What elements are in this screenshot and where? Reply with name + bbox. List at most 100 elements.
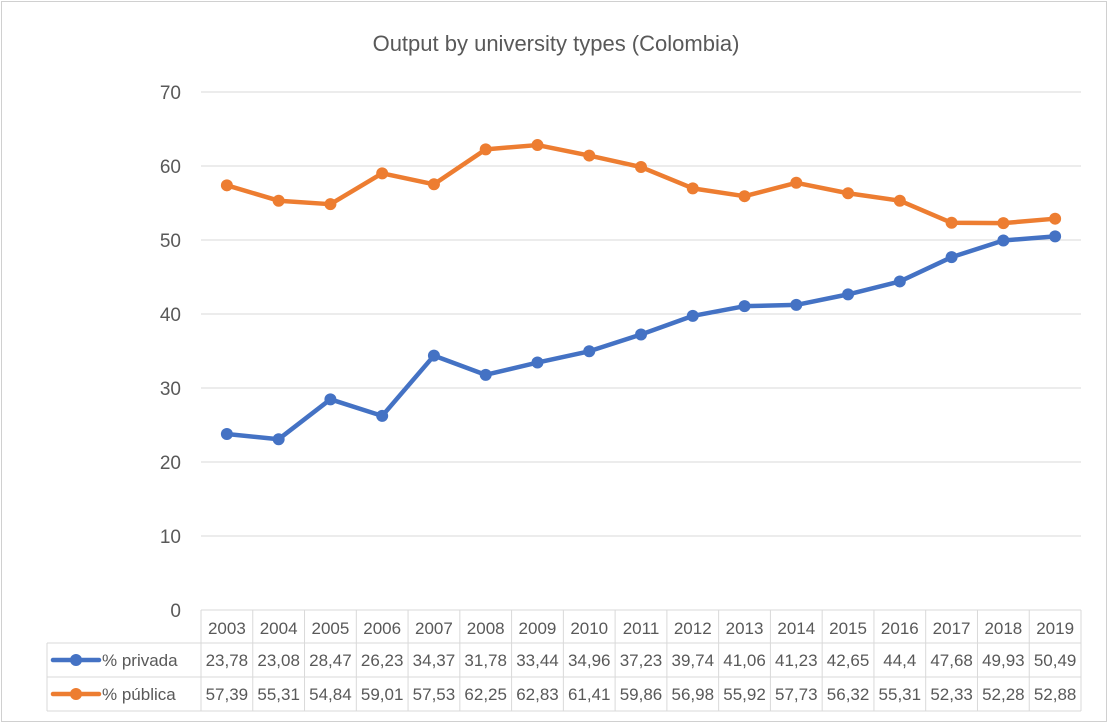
x-tick-label: 2016 xyxy=(881,619,919,638)
x-tick-label: 2010 xyxy=(570,619,608,638)
x-tick-label: 2012 xyxy=(674,619,712,638)
legend-label: % pública xyxy=(102,685,176,704)
data-point xyxy=(220,428,233,441)
table-value: 52,88 xyxy=(1034,685,1077,704)
table-value: 56,98 xyxy=(671,685,714,704)
y-tick-label: 40 xyxy=(160,305,181,326)
y-tick-label: 50 xyxy=(160,231,181,252)
table-value: 52,28 xyxy=(982,685,1025,704)
data-point xyxy=(376,409,389,422)
data-point xyxy=(635,161,647,174)
y-tick-label: 0 xyxy=(170,601,181,622)
x-tick-label: 2008 xyxy=(467,619,505,638)
data-point xyxy=(531,356,544,369)
data-point xyxy=(427,349,440,362)
data-point xyxy=(997,217,1010,230)
x-tick-label: 2014 xyxy=(777,619,815,638)
table-value: 31,78 xyxy=(464,651,507,670)
x-tick-label: 2003 xyxy=(208,619,246,638)
table-value: 26,23 xyxy=(361,651,404,670)
table-value: 47,68 xyxy=(930,651,973,670)
table-value: 55,92 xyxy=(723,685,766,704)
data-point xyxy=(1049,230,1062,243)
x-tick-label: 2015 xyxy=(829,619,867,638)
data-point xyxy=(790,298,803,311)
table-value: 23,78 xyxy=(206,651,249,670)
table-value: 54,84 xyxy=(309,685,352,704)
table-value: 39,74 xyxy=(671,651,714,670)
chart-title: Output by university types (Colombia) xyxy=(373,31,740,56)
data-point xyxy=(842,187,855,200)
table-value: 37,23 xyxy=(620,651,663,670)
data-point xyxy=(893,194,906,207)
y-tick-label: 20 xyxy=(160,453,181,474)
x-tick-label: 2011 xyxy=(623,619,660,638)
data-point xyxy=(738,300,751,313)
x-tick-label: 2019 xyxy=(1036,619,1074,638)
x-tick-label: 2004 xyxy=(260,619,298,638)
table-value: 62,25 xyxy=(464,685,507,704)
table-value: 55,31 xyxy=(257,685,300,704)
series-line xyxy=(226,142,1056,226)
legend-marker-icon xyxy=(70,654,82,666)
table-value: 57,53 xyxy=(413,685,456,704)
table-value: 56,32 xyxy=(827,685,870,704)
x-tick-label: 2007 xyxy=(415,619,453,638)
data-point xyxy=(738,190,751,203)
data-point xyxy=(479,368,492,381)
table-value: 28,47 xyxy=(309,651,352,670)
table-value: 57,73 xyxy=(775,685,818,704)
table-value: 41,23 xyxy=(775,651,818,670)
x-tick-label: 2017 xyxy=(933,619,971,638)
data-point xyxy=(324,198,337,211)
y-tick-label: 30 xyxy=(160,379,181,400)
table-value: 50,49 xyxy=(1034,651,1077,670)
table-value: 61,41 xyxy=(568,685,611,704)
data-point xyxy=(893,275,906,288)
table-value: 62,83 xyxy=(516,685,559,704)
table-value: 52,33 xyxy=(930,685,973,704)
legend-label: % privada xyxy=(102,651,178,670)
data-point xyxy=(1049,212,1062,225)
table-value: 33,44 xyxy=(516,651,559,670)
data-point xyxy=(220,179,233,192)
data-point xyxy=(686,309,699,322)
x-tick-label: 2018 xyxy=(984,619,1022,638)
data-point xyxy=(997,234,1010,247)
legend-marker-icon xyxy=(70,688,82,700)
table-value: 34,37 xyxy=(413,651,456,670)
table-value: 49,93 xyxy=(982,651,1025,670)
data-point xyxy=(842,288,855,301)
table-value: 59,01 xyxy=(361,685,404,704)
data-point xyxy=(583,345,596,358)
table-value: 57,39 xyxy=(206,685,249,704)
data-point xyxy=(790,176,803,189)
y-tick-label: 10 xyxy=(160,527,181,548)
data-point xyxy=(686,182,699,195)
y-tick-label: 60 xyxy=(160,157,181,178)
data-point xyxy=(427,178,440,191)
data-point xyxy=(583,149,596,162)
y-tick-label: 70 xyxy=(160,83,181,104)
data-point xyxy=(531,139,544,152)
x-tick-label: 2013 xyxy=(726,619,764,638)
table-value: 34,96 xyxy=(568,651,611,670)
table-value: 41,06 xyxy=(723,651,766,670)
x-tick-label: 2005 xyxy=(311,619,349,638)
table-value: 42,65 xyxy=(827,651,870,670)
table-value: 55,31 xyxy=(879,685,922,704)
data-point xyxy=(324,393,337,406)
table-value: 44,4 xyxy=(883,651,916,670)
x-tick-label: 2009 xyxy=(519,619,557,638)
table-value: 59,86 xyxy=(620,685,663,704)
table-value: 23,08 xyxy=(257,651,300,670)
data-point xyxy=(272,433,285,446)
data-point xyxy=(272,194,285,207)
data-point xyxy=(945,216,958,229)
data-point xyxy=(635,328,647,341)
data-point xyxy=(945,251,958,264)
data-point xyxy=(376,167,389,180)
x-tick-label: 2006 xyxy=(363,619,401,638)
